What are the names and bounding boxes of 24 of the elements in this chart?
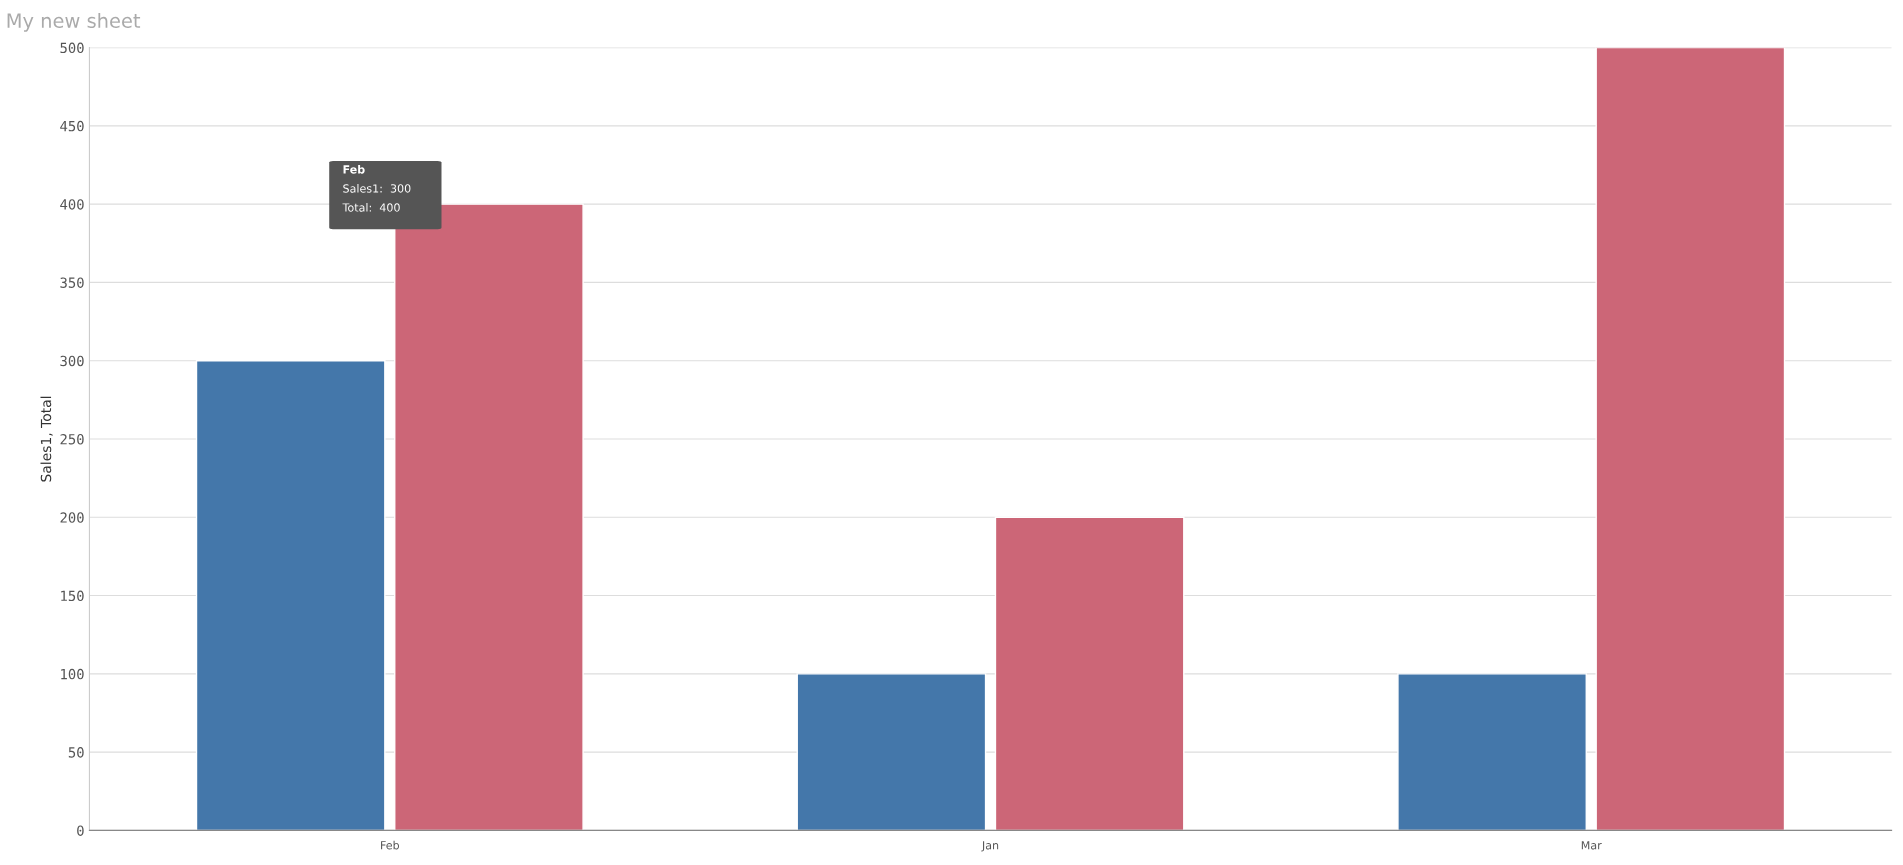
bar: [796, 673, 987, 831]
x-tick-label: Mar: [1581, 841, 1602, 850]
y-axis-title: Sales1, Total: [40, 396, 53, 482]
chart-title: My new sheet: [7, 12, 141, 32]
annotation: Feb: [343, 165, 365, 174]
y-tick-label: 450: [60, 120, 84, 132]
bar: [994, 516, 1185, 831]
bar: [195, 360, 386, 831]
x-tick-label: Jan: [981, 841, 999, 852]
annotation: Total: 400: [342, 203, 400, 212]
bar: [1397, 673, 1587, 831]
y-tick-label: 300: [60, 355, 84, 367]
y-tick-label: 500: [60, 42, 84, 54]
y-tick-label: 150: [61, 590, 84, 602]
y-tick-label: 350: [60, 277, 84, 288]
y-tick-label: 200: [60, 512, 84, 523]
y-tick-label: 100: [61, 668, 84, 680]
y-tick-label: 250: [60, 433, 84, 445]
annotation: Sales1: 300: [343, 184, 411, 193]
bar: [1595, 47, 1786, 831]
y-tick-label: 0: [77, 825, 84, 836]
x-tick-label: Feb: [381, 840, 400, 850]
y-tick-label: 400: [60, 199, 84, 210]
y-tick-label: 50: [68, 747, 84, 758]
